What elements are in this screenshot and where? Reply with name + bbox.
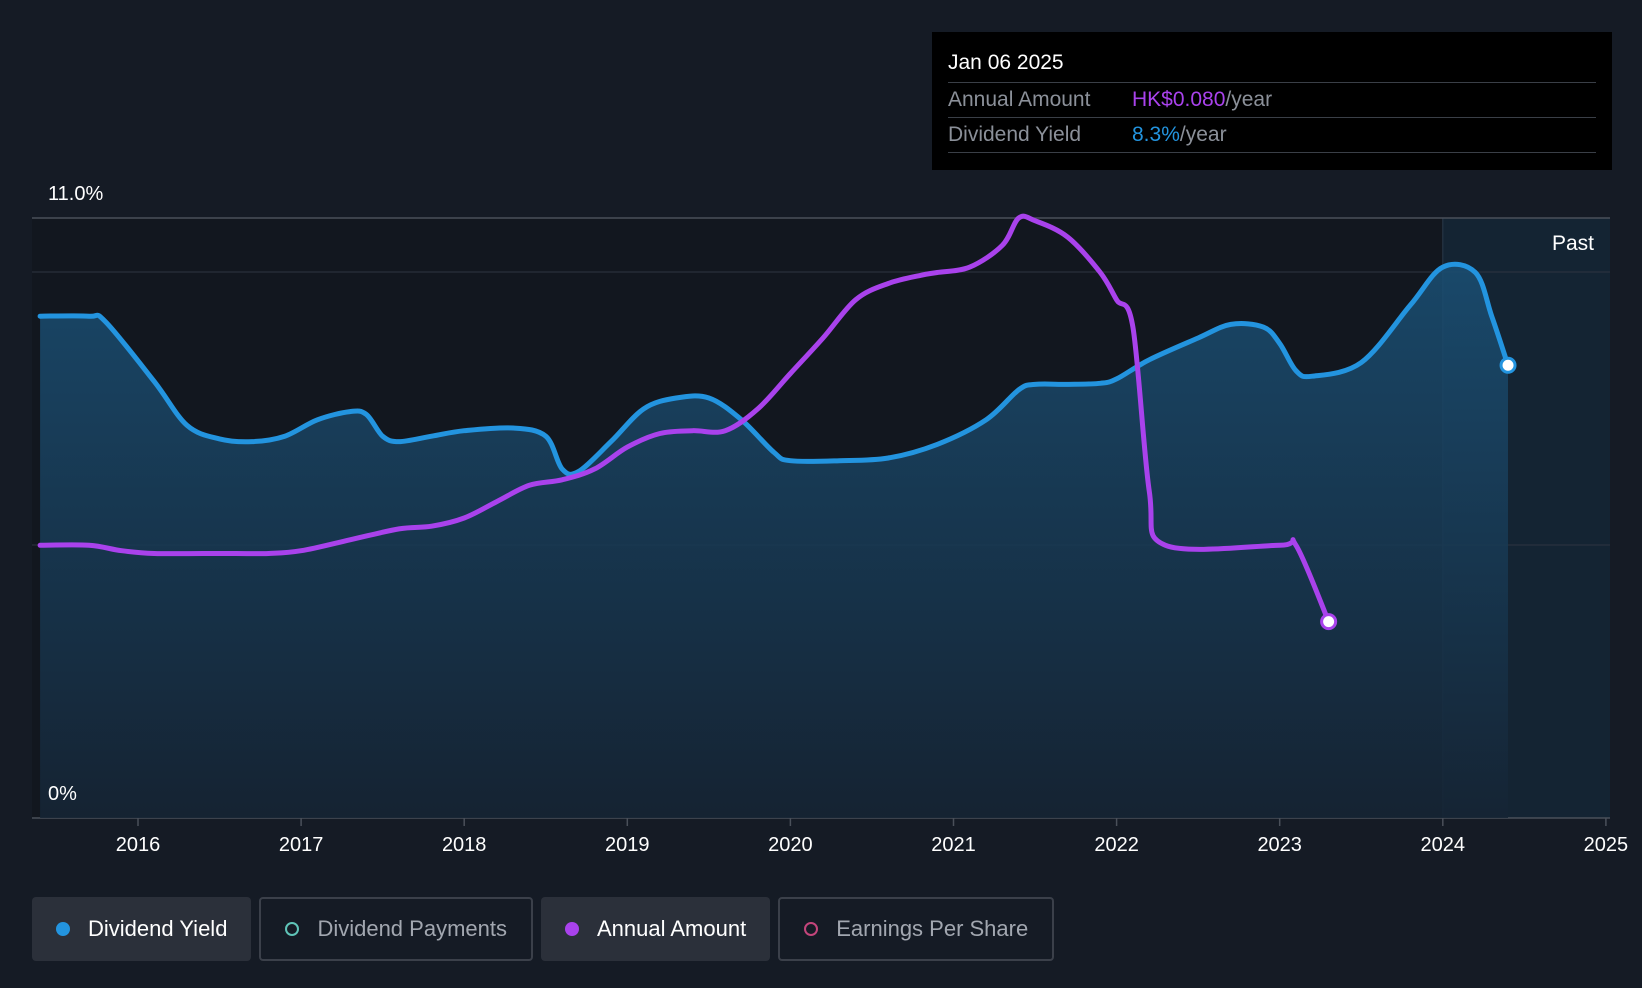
x-tick-label: 2024 <box>1421 834 1466 856</box>
x-tick-label: 2016 <box>116 834 161 856</box>
annual-amount-line <box>37 213 1332 625</box>
x-tick-label: 2023 <box>1257 834 1302 856</box>
tooltip-unit: /year <box>1225 88 1273 111</box>
tooltip: Jan 06 2025 Annual Amount HK$0.080 /year… <box>932 32 1612 170</box>
tooltip-row-annual-amount: Annual Amount HK$0.080 /year <box>948 83 1596 118</box>
legend-dot-icon <box>804 922 819 936</box>
past-label: Past <box>1552 232 1594 255</box>
x-axis-ticks: 2016 2017 2018 2019 2020 2021 2022 2023 2024 2025 <box>116 818 1628 856</box>
tooltip-value: 8.3% <box>1132 123 1180 146</box>
tooltip-label: Annual Amount <box>948 88 1091 111</box>
y-axis-top-label: 11.0% <box>48 183 103 205</box>
tooltip-label: Dividend Yield <box>948 123 1082 146</box>
tooltip-date: Jan 06 2025 <box>948 48 1596 83</box>
legend: Dividend Yield Dividend Payments Annual … <box>32 897 1055 961</box>
legend-dividend-payments[interactable]: Dividend Payments <box>259 897 533 961</box>
legend-label: Dividend Yield <box>88 916 228 941</box>
legend-label: Dividend Payments <box>317 916 507 941</box>
x-tick-label: 2019 <box>605 834 650 856</box>
legend-dot-icon <box>56 922 70 936</box>
x-tick-label: 2021 <box>931 834 976 856</box>
legend-earnings-per-share[interactable]: Earnings Per Share <box>778 897 1055 961</box>
legend-dot-icon <box>285 922 300 936</box>
legend-label: Earnings Per Share <box>836 916 1029 941</box>
x-tick-label: 2020 <box>768 834 813 856</box>
legend-dividend-yield[interactable]: Dividend Yield <box>32 897 252 961</box>
x-tick-label: 2022 <box>1094 834 1139 856</box>
dividend-yield-line <box>37 261 1511 477</box>
annual-amount-marker[interactable] <box>1320 613 1338 631</box>
y-axis-bottom-label: 0% <box>48 783 77 805</box>
x-tick-label: 2025 <box>1584 834 1629 856</box>
legend-dot-icon <box>564 922 579 936</box>
tooltip-row-dividend-yield: Dividend Yield 8.3% /year <box>948 118 1596 153</box>
x-tick-label: 2017 <box>279 834 324 856</box>
legend-annual-amount[interactable]: Annual Amount <box>540 897 771 961</box>
tooltip-value: HK$0.080 <box>1132 88 1226 111</box>
dividend-yield-marker[interactable] <box>1499 356 1517 374</box>
x-tick-label: 2018 <box>442 834 487 856</box>
tooltip-unit: /year <box>1179 123 1227 146</box>
legend-label: Annual Amount <box>596 916 747 941</box>
